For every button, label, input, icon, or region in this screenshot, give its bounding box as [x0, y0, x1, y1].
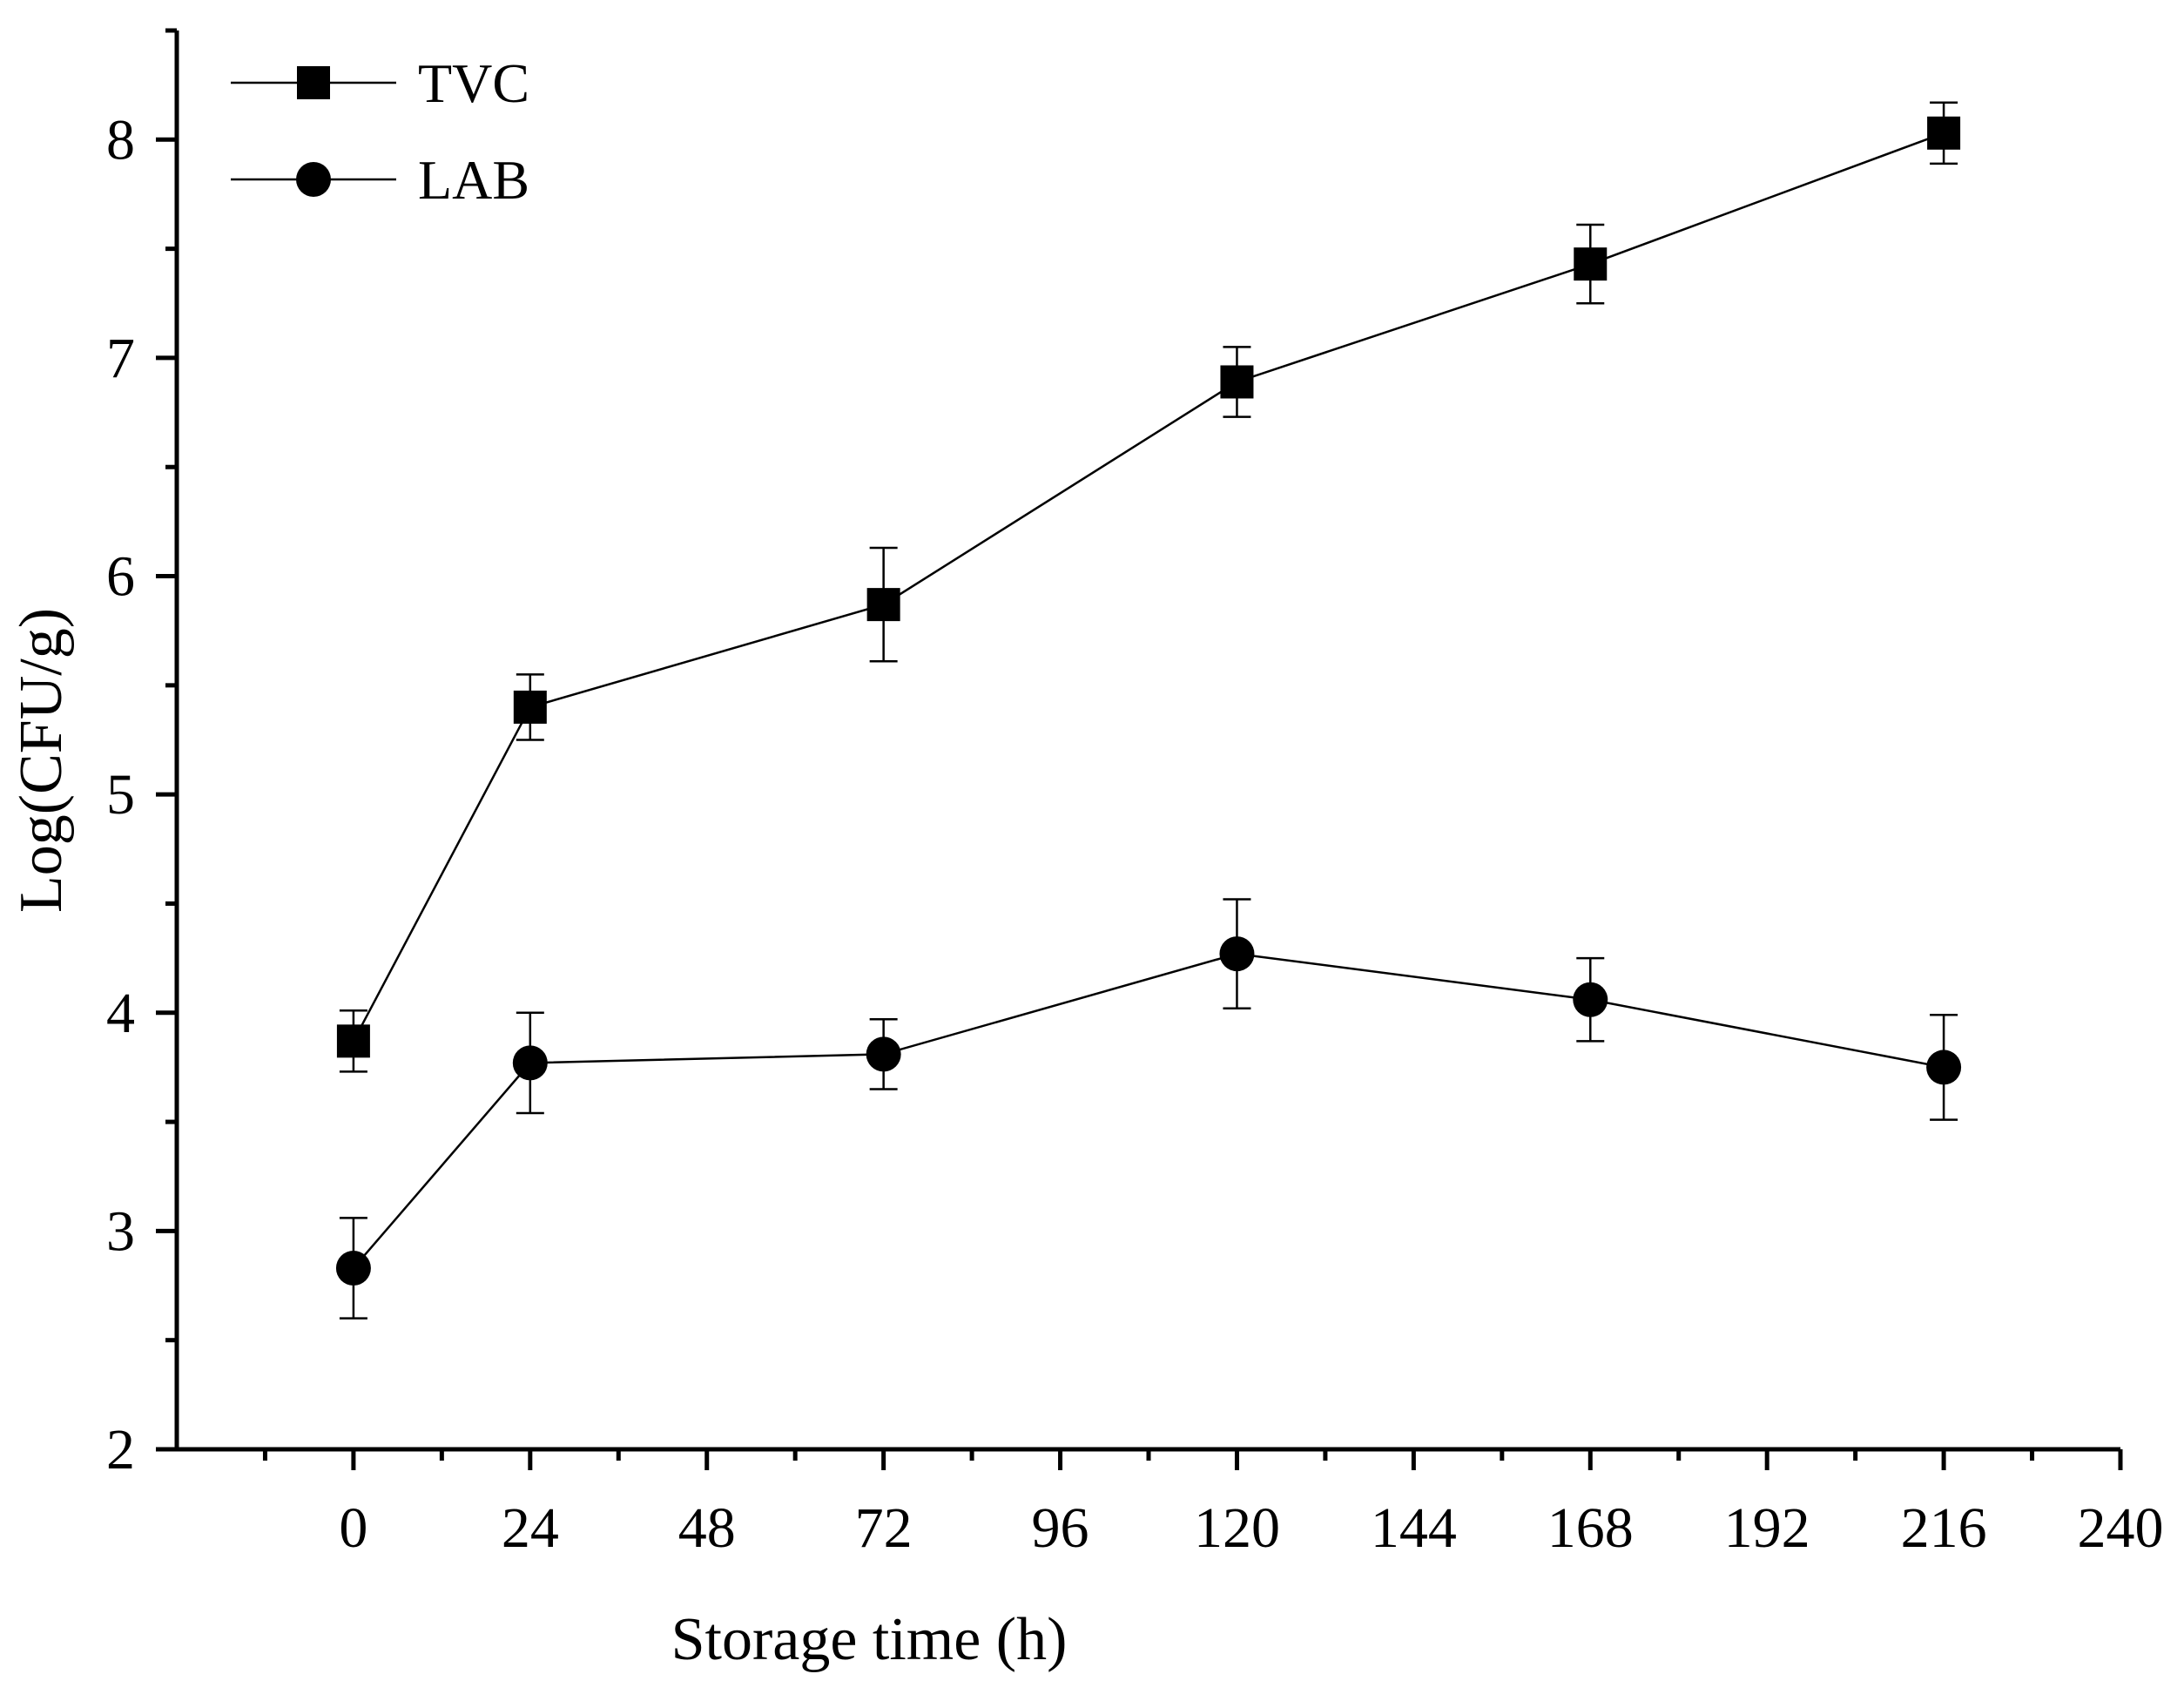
x-tick-label: 96	[1032, 1496, 1089, 1560]
y-axis-title: Log(CFU/g)	[8, 608, 75, 913]
x-tick-label: 192	[1724, 1496, 1810, 1560]
series-tvc-point	[1574, 247, 1608, 281]
axes	[174, 30, 2120, 1452]
x-tick-label: 144	[1371, 1496, 1457, 1560]
x-tick-label: 168	[1547, 1496, 1634, 1560]
x-axis-title: Storage time (h)	[671, 1606, 1068, 1673]
series-lab-point	[1926, 1050, 1962, 1085]
x-tick-label: 72	[855, 1496, 913, 1560]
series-tvc-point	[336, 1024, 370, 1058]
series-tvc-point	[513, 690, 547, 724]
y-tick-label: 6	[106, 545, 135, 609]
legend-tvc-label: TVC	[418, 52, 529, 114]
x-tick-label: 216	[1901, 1496, 1987, 1560]
y-tick-label: 7	[106, 327, 135, 390]
x-tick-label: 24	[502, 1496, 559, 1560]
y-tick-label: 3	[106, 1199, 135, 1263]
y-tick-label: 5	[106, 763, 135, 827]
y-tick-label: 2	[106, 1418, 135, 1482]
series-lab-point	[1573, 982, 1608, 1017]
series-lab-point	[866, 1036, 901, 1072]
x-tick-label: 0	[339, 1496, 367, 1560]
legend-item-lab: LAB	[231, 149, 529, 211]
series-lab-point	[1219, 936, 1255, 972]
series-lab-line	[352, 952, 1945, 1269]
legend-lab-marker	[296, 162, 331, 197]
y-tick-label: 4	[106, 982, 135, 1045]
x-tick-label: 120	[1194, 1496, 1280, 1560]
series-lab-point	[335, 1250, 371, 1286]
legend-lab-label: LAB	[418, 149, 529, 211]
series-tvc-point	[1220, 365, 1254, 399]
y-tick-label: 8	[106, 108, 135, 172]
series-lab	[335, 898, 1962, 1320]
series-tvc-line	[352, 132, 1945, 1042]
series-tvc-point	[866, 588, 900, 622]
series-tvc	[336, 101, 1961, 1073]
series-lab-point	[512, 1045, 548, 1081]
x-tick-label: 240	[2078, 1496, 2164, 1560]
legend-item-tvc: TVC	[231, 52, 529, 114]
series-tvc-point	[1927, 116, 1961, 150]
legend-tvc-marker	[297, 66, 330, 99]
legend: TVC LAB	[231, 52, 529, 211]
series-layer	[335, 101, 1962, 1320]
x-tick-label: 48	[678, 1496, 736, 1560]
ticks: 0 24 48 72 96 120 144 168 192 216 240 2 3 4 5 6 7 8	[106, 28, 2164, 1560]
